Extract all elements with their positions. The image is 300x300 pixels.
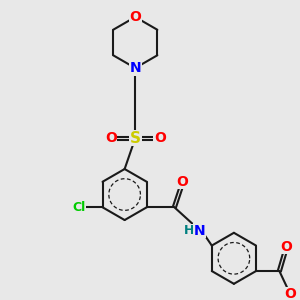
Text: S: S [130, 131, 141, 146]
Text: O: O [129, 10, 141, 24]
Text: H: H [184, 224, 194, 237]
Text: O: O [105, 131, 117, 145]
Text: Cl: Cl [73, 201, 86, 214]
Text: O: O [176, 175, 188, 189]
Text: N: N [129, 61, 141, 75]
Text: O: O [284, 287, 296, 300]
Text: N: N [194, 224, 206, 238]
Text: O: O [280, 240, 292, 254]
Text: O: O [154, 131, 166, 145]
